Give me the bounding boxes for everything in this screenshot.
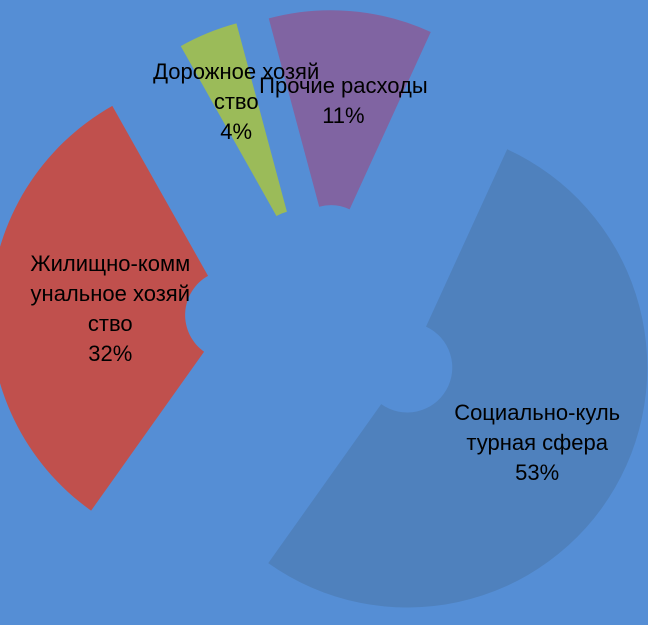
pie-slice [0, 105, 209, 511]
value-label: 32% [88, 340, 133, 366]
data-label: Социально-культурная сфера 53% [452, 398, 622, 488]
category-name: Прочие расходы [259, 72, 428, 98]
pie-slice [268, 10, 431, 210]
pie-slice [180, 23, 287, 216]
category-name: Жилищно-коммунальное хозяйство [30, 250, 191, 336]
category-name: Социально-культурная сфера [454, 399, 621, 455]
data-label: Жилищно-коммунальное хозяйство 32% [25, 249, 195, 369]
value-label: 11% [322, 102, 365, 128]
data-label: Дорожное хозяйство 4% [151, 57, 321, 147]
data-label: Прочие расходы 11% [258, 71, 428, 131]
pie-slice [268, 149, 648, 608]
category-name: Дорожное хозяйство [153, 59, 320, 115]
value-label: 53% [515, 459, 560, 485]
value-label: 4% [220, 119, 253, 145]
